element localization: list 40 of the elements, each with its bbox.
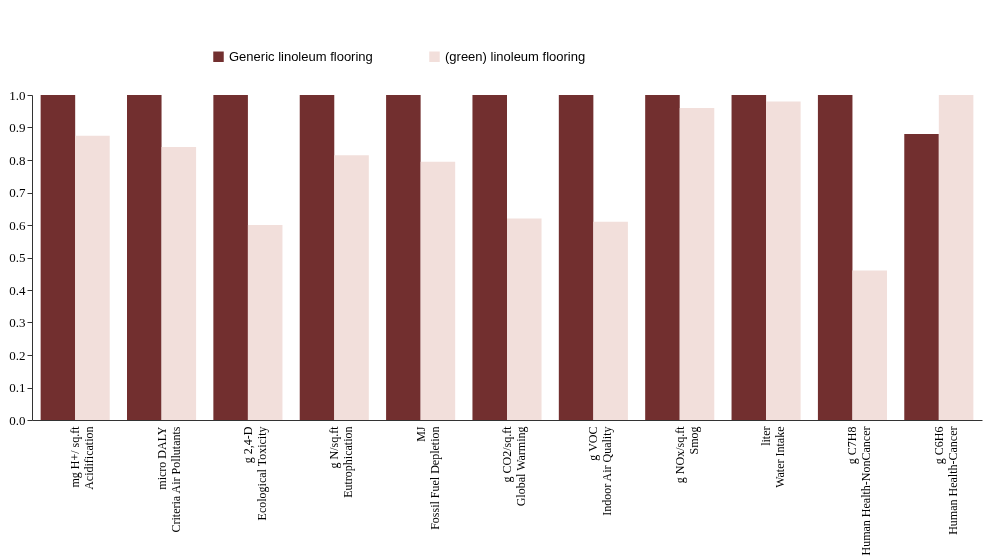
y-tick-label: 1.0 [9,87,26,103]
y-tick-label: 0.6 [9,217,26,233]
bar [507,218,542,420]
bar [40,95,76,420]
bar [247,225,283,420]
bar [127,95,162,420]
bar [75,135,110,420]
bar [386,95,421,420]
x-tick-label: g N/sq.ft Eutrophication [327,425,356,498]
y-tick-label: 0.3 [9,315,26,330]
bar [558,95,594,420]
x-tick-label: liter Water Intake [759,426,788,488]
y-tick-label: 0.7 [9,185,26,200]
bar [334,155,369,420]
bar [938,95,974,420]
bar [817,95,853,420]
bar [299,95,335,420]
y-tick-label: 0.0 [9,412,26,428]
x-tick-label: g CO2/sq.ft Global Warming [500,425,528,507]
bar [161,147,197,420]
bar [904,134,939,420]
x-tick-label: g NOx/sq.ft Smog [672,425,701,484]
y-tick-label: 0.2 [9,347,26,363]
bar [593,221,628,420]
bar [645,95,680,420]
y-tick-label: 0.8 [9,152,26,168]
bar [213,95,248,420]
bar [766,101,801,420]
y-tick-label: 0.4 [9,282,26,298]
bar [420,161,456,420]
bar [731,95,767,420]
bar [472,95,507,420]
y-tick-label: 0.9 [9,120,26,135]
legend-label: (green) linoleum flooring [445,48,586,64]
y-tick-label: 0.1 [9,380,26,395]
bar [679,108,715,420]
bar [852,270,887,420]
x-tick-label: mg H+/ sq.ft Acidification [68,425,97,490]
legend-label: Generic linoleum flooring [229,48,373,64]
y-tick-label: 0.5 [9,250,26,265]
